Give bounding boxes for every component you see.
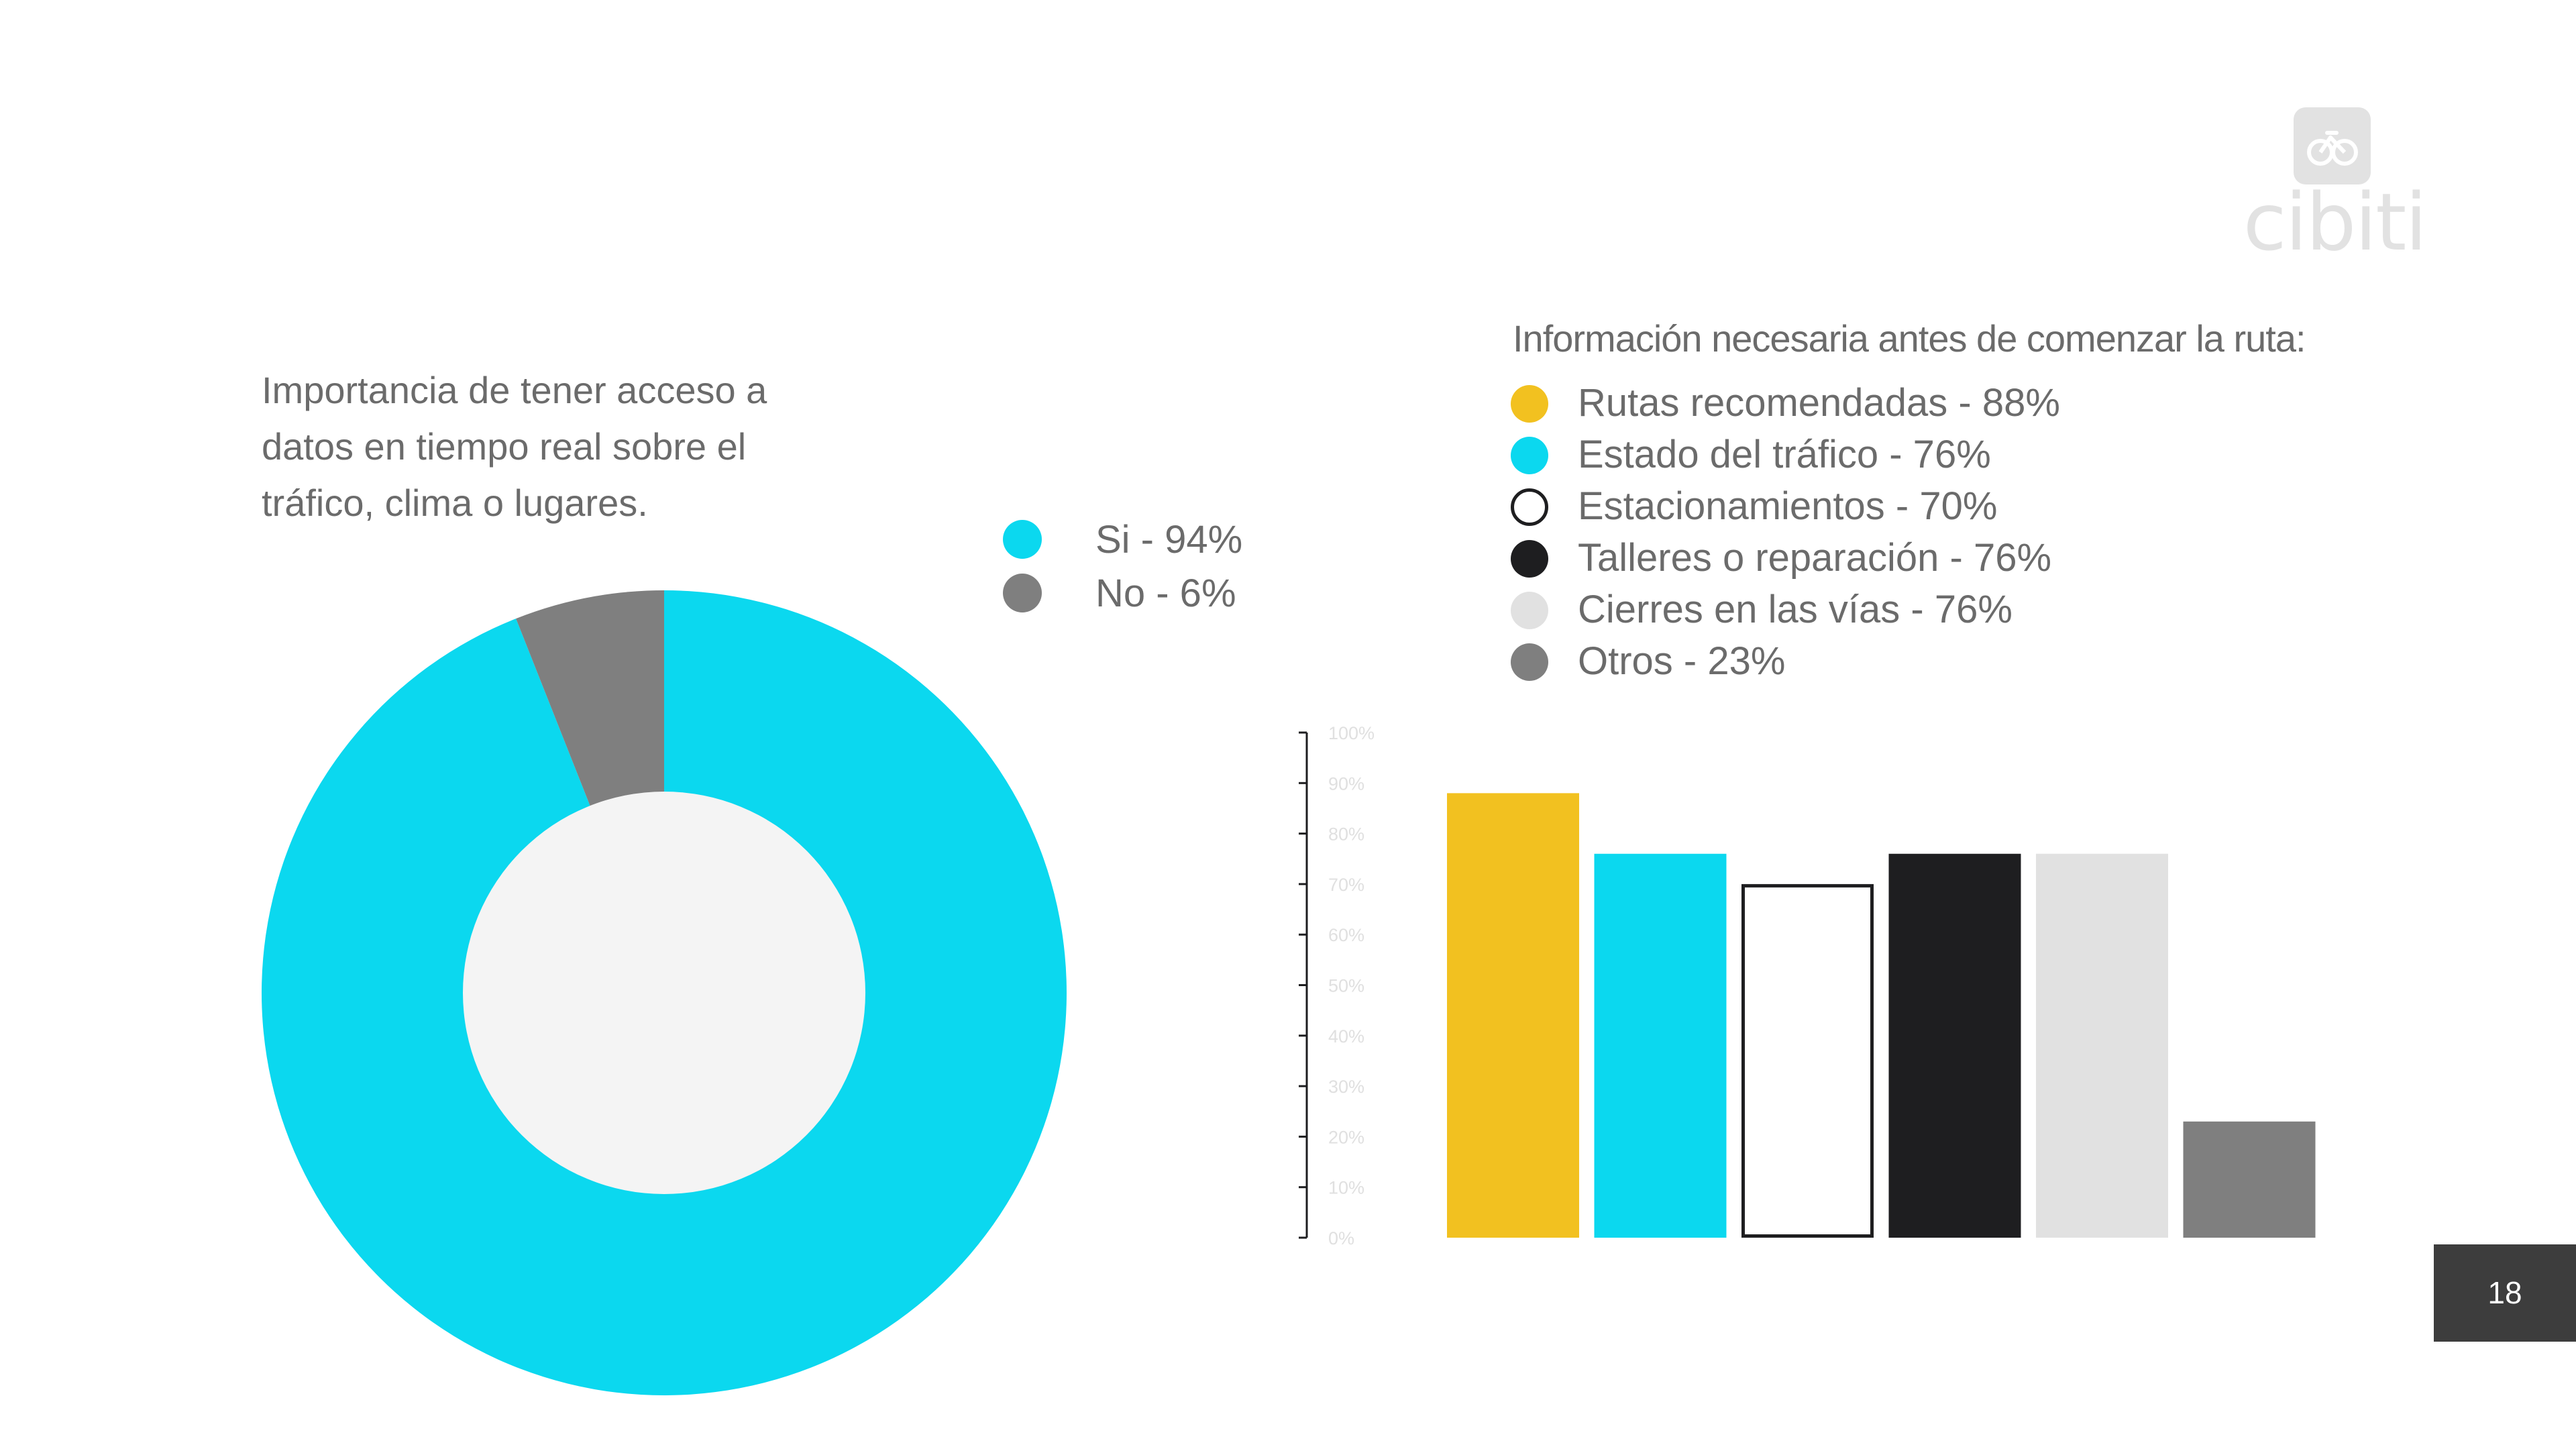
- legend-label: Estado del tráfico - 76%: [1578, 433, 1991, 476]
- donut-legend-item: No - 6%: [1003, 567, 1325, 621]
- bar-legend-item: Otros - 23%: [1511, 635, 2316, 687]
- donut-chart: [261, 590, 1067, 1395]
- logo-text: cibiti: [2243, 176, 2427, 268]
- bar-4: [1888, 853, 2021, 1238]
- y-tick-label: 60%: [1328, 925, 1364, 945]
- bar-3: [1741, 883, 1874, 1238]
- legend-swatch: [1003, 574, 1042, 612]
- donut-legend: Si - 94% No - 6%: [1003, 513, 1325, 621]
- bar-6: [2183, 1121, 2316, 1238]
- bar-5: [2036, 853, 2168, 1238]
- bicycle-icon: [2294, 107, 2371, 184]
- bar-legend-item: Talleres o reparación - 76%: [1511, 532, 2316, 584]
- y-tick-label: 70%: [1328, 875, 1364, 895]
- donut-legend-item: Si - 94%: [1003, 513, 1325, 567]
- donut-title-line: tráfico, clima o lugares.: [262, 482, 648, 524]
- legend-label: Cierres en las vías - 76%: [1578, 588, 2012, 631]
- donut-center: [463, 792, 865, 1194]
- legend-label: No - 6%: [1095, 572, 1236, 615]
- donut-title-line: datos en tiempo real sobre el: [262, 425, 747, 468]
- legend-swatch: [1511, 592, 1548, 629]
- legend-swatch: [1511, 488, 1548, 526]
- page-number: 18: [2487, 1275, 2522, 1310]
- y-tick-label: 40%: [1328, 1026, 1364, 1046]
- bar-2: [1594, 853, 1727, 1238]
- y-tick-label: 10%: [1328, 1178, 1364, 1198]
- donut-chart-title: Importancia de tener acceso a datos en t…: [262, 362, 865, 531]
- legend-swatch: [1511, 437, 1548, 474]
- legend-label: Rutas recomendadas - 88%: [1578, 381, 2060, 425]
- donut-title-line: Importancia de tener acceso a: [262, 369, 767, 411]
- legend-swatch: [1003, 520, 1042, 559]
- bar-legend-item: Estado del tráfico - 76%: [1511, 429, 2316, 480]
- bar-legend-item: Estacionamientos - 70%: [1511, 480, 2316, 532]
- legend-label: Otros - 23%: [1578, 639, 1786, 683]
- legend-label: Estacionamientos - 70%: [1578, 484, 1998, 528]
- y-tick-label: 80%: [1328, 824, 1364, 845]
- legend-swatch: [1511, 385, 1548, 423]
- legend-label: Talleres o reparación - 76%: [1578, 536, 2052, 580]
- legend-swatch: [1511, 643, 1548, 681]
- bar-legend-item: Rutas recomendadas - 88%: [1511, 377, 2316, 429]
- bar-1: [1447, 793, 1579, 1238]
- y-tick-label: 20%: [1328, 1127, 1364, 1147]
- y-tick-label: 100%: [1328, 723, 1375, 743]
- y-tick-label: 0%: [1328, 1228, 1354, 1248]
- bar-legend-item: Cierres en las vías - 76%: [1511, 584, 2316, 635]
- legend-label: Si - 94%: [1095, 518, 1243, 561]
- y-tick-label: 50%: [1328, 976, 1364, 996]
- y-tick-label: 30%: [1328, 1077, 1364, 1097]
- bar-chart: 0% 10% 20% 30% 40% 50% 60% 70% 80% 90% 100%: [1299, 723, 2316, 1248]
- bar-chart-title: Información necesaria antes de comenzar …: [1513, 317, 2306, 360]
- cibiti-logo: cibiti: [2234, 101, 2435, 268]
- page-number-badge: 18: [2434, 1244, 2576, 1342]
- bar-legend: Rutas recomendadas - 88% Estado del tráfi…: [1511, 377, 2316, 687]
- y-tick-label: 90%: [1328, 773, 1364, 794]
- legend-swatch: [1511, 540, 1548, 578]
